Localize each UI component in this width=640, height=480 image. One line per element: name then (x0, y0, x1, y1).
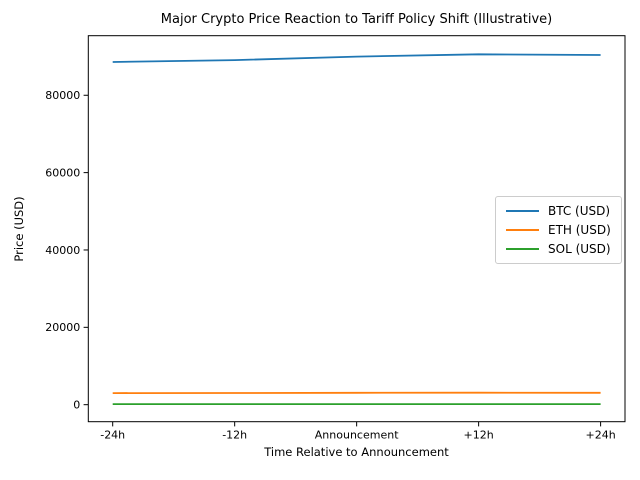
legend-label: ETH (USD) (548, 222, 611, 237)
x-tick-label: -12h (222, 429, 247, 442)
y-tick-label: 80000 (45, 89, 80, 102)
legend-label: SOL (USD) (548, 242, 611, 257)
legend-item-sol-usd: SOL (USD) (506, 242, 613, 256)
series-line-btc-usd (112, 53, 601, 63)
x-tick-label: +12h (464, 429, 494, 442)
x-tick-label: +24h (586, 429, 616, 442)
chart-title: Major Crypto Price Reaction to Tariff Po… (160, 12, 553, 27)
legend-swatch-sol-usd (506, 248, 539, 251)
legend-swatch-btc-usd (506, 209, 539, 212)
legend-item-eth-usd: ETH (USD) (506, 223, 613, 237)
y-tick-label: 40000 (45, 244, 80, 257)
legend-label: BTC (USD) (548, 203, 611, 218)
x-tick-label: -24h (100, 429, 125, 442)
y-axis-label: Price (USD) (12, 196, 26, 262)
x-tick-label: Announcement (315, 429, 399, 442)
y-tick-label: 20000 (45, 321, 80, 334)
legend: BTC (USD) ETH (USD) SOL (USD) (495, 196, 622, 264)
plot-frame (87, 35, 626, 423)
x-axis-label: Time Relative to Announcement (264, 445, 449, 459)
y-tick-label: 0 (73, 399, 80, 412)
legend-item-btc-usd: BTC (USD) (506, 204, 613, 218)
y-tick-label: 60000 (45, 166, 80, 179)
legend-swatch-eth-usd (506, 228, 539, 231)
